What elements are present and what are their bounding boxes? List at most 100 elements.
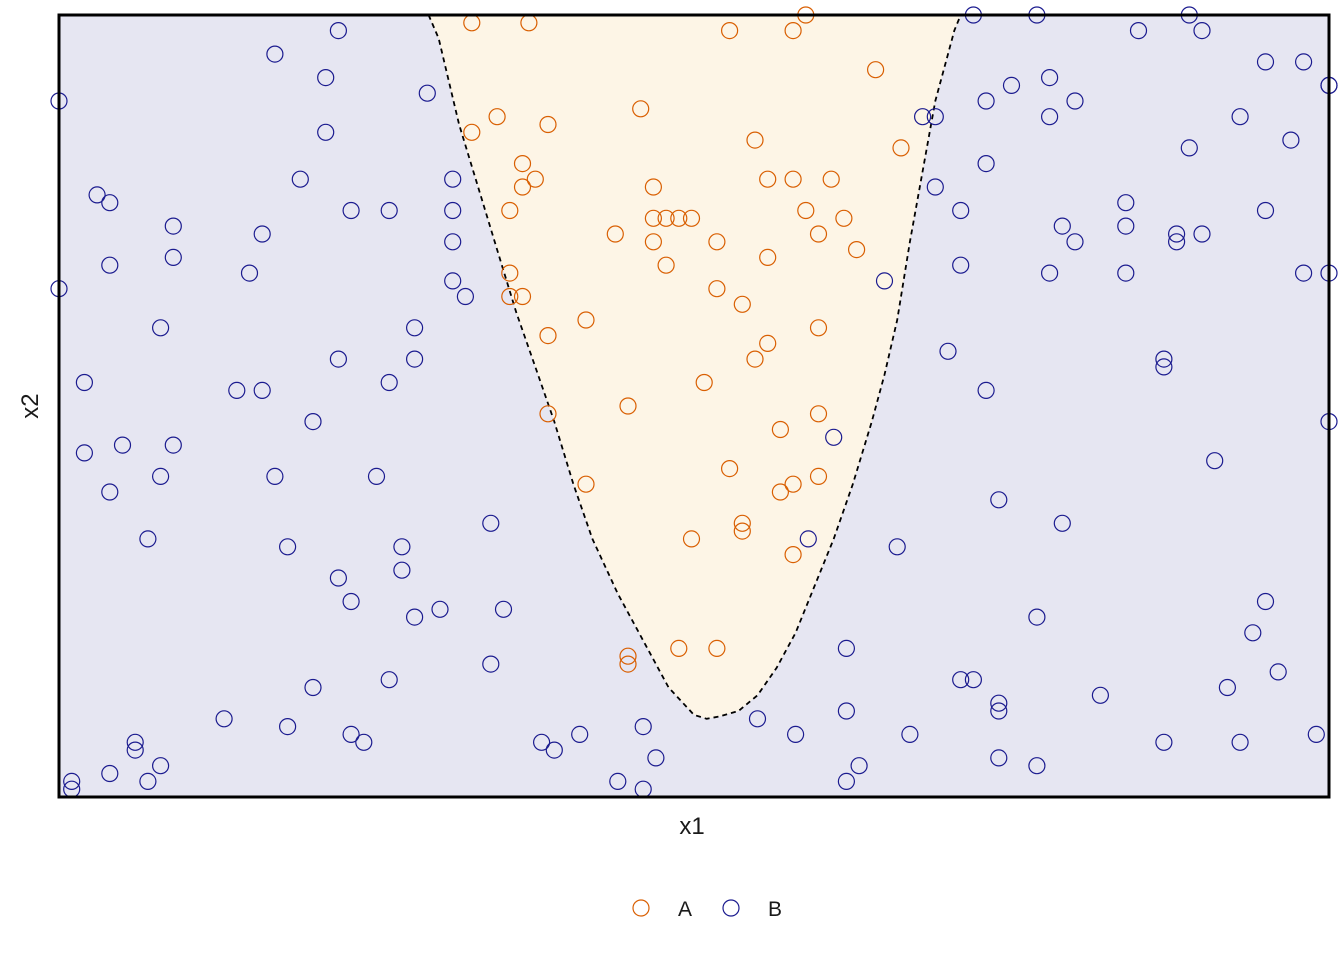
data-point-b bbox=[444, 233, 462, 251]
legend-symbol-b bbox=[722, 899, 740, 917]
data-point-b bbox=[1167, 225, 1186, 243]
data-point-b bbox=[152, 467, 170, 485]
plot-frame bbox=[57, 13, 1331, 799]
data-point-b bbox=[952, 671, 970, 689]
data-point-a bbox=[809, 467, 828, 485]
data-point-b bbox=[1053, 217, 1071, 235]
data-point-b bbox=[1117, 264, 1135, 282]
data-point-b bbox=[253, 225, 271, 243]
data-point-b bbox=[152, 757, 170, 775]
data-point-a bbox=[682, 209, 701, 227]
data-point-a bbox=[501, 201, 519, 220]
data-point-b bbox=[1307, 725, 1325, 744]
data-point-b bbox=[1193, 225, 1211, 243]
data-point-a bbox=[784, 22, 802, 40]
data-point-b bbox=[279, 538, 297, 556]
data-point-a bbox=[809, 405, 828, 423]
data-point-a bbox=[619, 647, 637, 665]
data-point-a bbox=[513, 287, 532, 306]
data-point-a bbox=[539, 405, 557, 423]
data-point-b bbox=[964, 671, 983, 689]
data-point-b bbox=[444, 272, 462, 290]
data-point-b bbox=[113, 436, 132, 454]
data-point-b bbox=[126, 741, 144, 759]
data-point-b bbox=[152, 319, 170, 337]
data-point-b bbox=[139, 772, 157, 791]
data-point-a bbox=[847, 241, 866, 259]
data-point-b bbox=[367, 467, 386, 485]
data-point-b bbox=[1206, 452, 1224, 470]
data-point-b bbox=[253, 381, 271, 399]
data-point-b bbox=[1040, 264, 1059, 282]
data-point-b bbox=[825, 428, 843, 446]
data-point-b bbox=[494, 600, 513, 618]
data-point-b bbox=[647, 749, 665, 767]
data-point-a bbox=[746, 350, 764, 368]
data-point-b bbox=[406, 608, 424, 626]
data-point-a bbox=[835, 209, 853, 227]
data-point-a bbox=[771, 483, 790, 501]
data-point-b bbox=[1028, 757, 1046, 775]
data-point-b bbox=[75, 444, 94, 462]
data-point-b bbox=[164, 248, 182, 266]
data-point-b bbox=[1066, 233, 1084, 251]
data-point-a bbox=[501, 287, 519, 306]
data-point-a bbox=[809, 225, 828, 243]
data-point-a bbox=[733, 522, 751, 540]
data-point-b bbox=[1091, 686, 1110, 704]
data-point-b bbox=[1066, 92, 1084, 110]
data-point-a bbox=[784, 170, 802, 188]
data-point-a bbox=[657, 256, 675, 274]
data-point-b bbox=[1282, 131, 1300, 149]
data-point-a bbox=[720, 460, 739, 478]
data-point-b bbox=[266, 467, 284, 485]
data-point-b bbox=[837, 772, 856, 791]
data-point-b bbox=[406, 350, 424, 368]
data-point-a bbox=[733, 295, 751, 313]
data-point-b bbox=[1231, 733, 1249, 751]
data-point-b bbox=[75, 373, 94, 392]
data-point-b bbox=[215, 710, 233, 728]
data-point-b bbox=[990, 694, 1008, 712]
data-point-b bbox=[317, 123, 335, 141]
data-point-a bbox=[784, 475, 802, 493]
y-axis-title: x2 bbox=[17, 393, 44, 418]
data-point-a bbox=[619, 397, 637, 415]
data-point-b bbox=[571, 725, 589, 744]
data-point-a bbox=[539, 327, 557, 345]
data-point-a bbox=[822, 170, 840, 188]
data-point-a bbox=[644, 209, 663, 227]
data-point-b bbox=[990, 702, 1008, 720]
data-point-b bbox=[837, 639, 856, 658]
data-point-b bbox=[748, 710, 767, 728]
x-axis-title: x1 bbox=[679, 813, 704, 840]
data-point-b bbox=[939, 342, 957, 360]
data-point-a bbox=[784, 545, 802, 564]
data-point-b bbox=[1117, 217, 1135, 235]
data-point-b bbox=[990, 491, 1008, 509]
data-point-a bbox=[619, 655, 637, 673]
data-point-b bbox=[1294, 264, 1313, 282]
data-point-b bbox=[901, 725, 919, 744]
legend-symbol-a bbox=[632, 899, 650, 917]
data-point-b bbox=[977, 155, 995, 173]
data-point-a bbox=[539, 115, 557, 134]
data-point-a bbox=[670, 209, 688, 227]
data-point-b bbox=[609, 772, 627, 791]
data-point-a bbox=[892, 139, 910, 157]
data-point-b bbox=[1155, 733, 1173, 751]
data-point-b bbox=[1155, 350, 1173, 368]
data-point-b bbox=[431, 600, 449, 618]
data-point-b bbox=[393, 538, 411, 556]
data-point-b bbox=[850, 757, 868, 775]
data-point-b bbox=[532, 733, 551, 751]
data-point-b bbox=[355, 733, 373, 751]
series-b-points bbox=[50, 6, 1338, 798]
data-point-a bbox=[733, 514, 751, 532]
data-point-b bbox=[888, 538, 906, 556]
data-point-a bbox=[759, 334, 777, 352]
data-point-a bbox=[513, 155, 532, 173]
data-point-b bbox=[101, 194, 119, 212]
data-point-b bbox=[88, 186, 106, 204]
data-point-b bbox=[406, 319, 424, 337]
